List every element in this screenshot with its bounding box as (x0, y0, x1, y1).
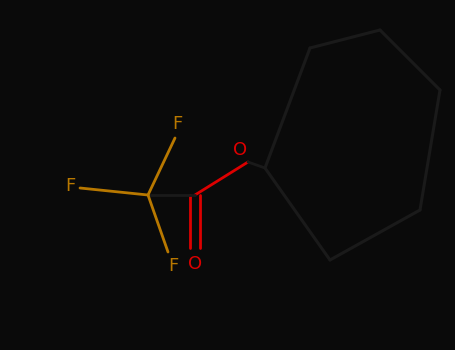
Text: F: F (172, 115, 182, 133)
Text: F: F (168, 257, 178, 275)
Text: O: O (233, 141, 247, 159)
Text: F: F (65, 177, 75, 195)
Text: O: O (188, 255, 202, 273)
